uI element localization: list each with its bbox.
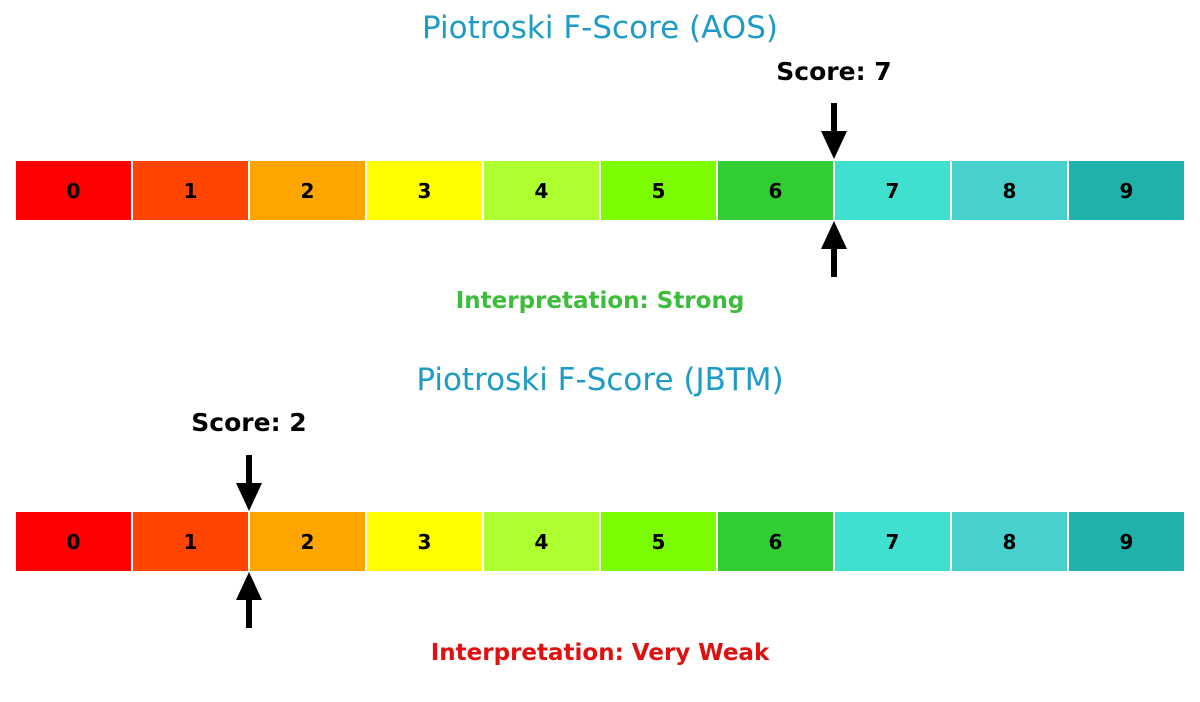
segment-4: 4 bbox=[484, 512, 601, 571]
interpretation-jbtm: Interpretation: Very Weak bbox=[430, 640, 770, 666]
segment-5: 5 bbox=[601, 161, 718, 220]
score-bar-aos: 0 1 2 3 4 5 6 7 8 9 bbox=[16, 161, 1184, 220]
segment-2: 2 bbox=[250, 512, 367, 571]
segment-6: 6 bbox=[718, 161, 835, 220]
segment-9: 9 bbox=[1069, 161, 1184, 220]
segment-0: 0 bbox=[16, 161, 133, 220]
arrow-down-icon bbox=[236, 455, 262, 511]
segment-2: 2 bbox=[250, 161, 367, 220]
segment-7: 7 bbox=[835, 512, 952, 571]
chart-title-jbtm: Piotroski F-Score (JBTM) bbox=[416, 362, 784, 398]
segment-4: 4 bbox=[484, 161, 601, 220]
segment-6: 6 bbox=[718, 512, 835, 571]
score-bar-jbtm: 0 1 2 3 4 5 6 7 8 9 bbox=[16, 512, 1184, 571]
segment-8: 8 bbox=[952, 161, 1069, 220]
segment-1: 1 bbox=[133, 161, 250, 220]
score-label-aos: Score: 7 bbox=[776, 57, 892, 86]
segment-8: 8 bbox=[952, 512, 1069, 571]
segment-3: 3 bbox=[367, 512, 484, 571]
segment-0: 0 bbox=[16, 512, 133, 571]
segment-9: 9 bbox=[1069, 512, 1184, 571]
segment-5: 5 bbox=[601, 512, 718, 571]
interpretation-aos: Interpretation: Strong bbox=[455, 288, 745, 314]
segment-7: 7 bbox=[835, 161, 952, 220]
score-label-jbtm: Score: 2 bbox=[191, 408, 307, 437]
segment-3: 3 bbox=[367, 161, 484, 220]
arrow-up-icon bbox=[821, 221, 847, 277]
segment-1: 1 bbox=[133, 512, 250, 571]
arrow-down-icon bbox=[821, 103, 847, 159]
chart-title-aos: Piotroski F-Score (AOS) bbox=[422, 10, 778, 46]
arrow-up-icon bbox=[236, 572, 262, 628]
